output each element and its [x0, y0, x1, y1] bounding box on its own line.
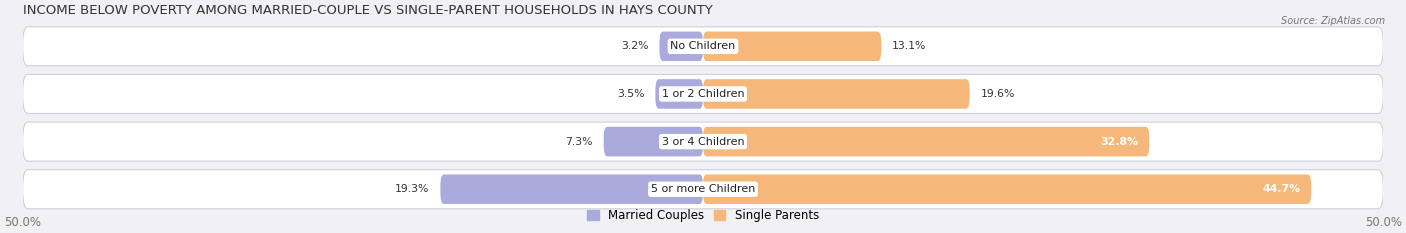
- FancyBboxPatch shape: [22, 27, 1384, 66]
- Text: Source: ZipAtlas.com: Source: ZipAtlas.com: [1281, 16, 1385, 26]
- Text: No Children: No Children: [671, 41, 735, 51]
- FancyBboxPatch shape: [22, 74, 1384, 113]
- FancyBboxPatch shape: [703, 175, 1312, 204]
- FancyBboxPatch shape: [603, 127, 703, 156]
- Text: 19.6%: 19.6%: [980, 89, 1015, 99]
- Text: 13.1%: 13.1%: [893, 41, 927, 51]
- Text: 7.3%: 7.3%: [565, 137, 593, 147]
- Text: INCOME BELOW POVERTY AMONG MARRIED-COUPLE VS SINGLE-PARENT HOUSEHOLDS IN HAYS CO: INCOME BELOW POVERTY AMONG MARRIED-COUPL…: [22, 4, 713, 17]
- FancyBboxPatch shape: [659, 31, 703, 61]
- FancyBboxPatch shape: [655, 79, 703, 109]
- Legend: Married Couples, Single Parents: Married Couples, Single Parents: [586, 209, 820, 222]
- FancyBboxPatch shape: [703, 79, 970, 109]
- Text: 44.7%: 44.7%: [1263, 184, 1301, 194]
- FancyBboxPatch shape: [440, 175, 703, 204]
- FancyBboxPatch shape: [22, 122, 1384, 161]
- Text: 19.3%: 19.3%: [395, 184, 429, 194]
- Text: 1 or 2 Children: 1 or 2 Children: [662, 89, 744, 99]
- Text: 3.2%: 3.2%: [621, 41, 648, 51]
- FancyBboxPatch shape: [22, 170, 1384, 209]
- Text: 5 or more Children: 5 or more Children: [651, 184, 755, 194]
- FancyBboxPatch shape: [703, 127, 1149, 156]
- Text: 32.8%: 32.8%: [1101, 137, 1139, 147]
- Text: 3.5%: 3.5%: [617, 89, 644, 99]
- Text: 3 or 4 Children: 3 or 4 Children: [662, 137, 744, 147]
- FancyBboxPatch shape: [703, 31, 882, 61]
